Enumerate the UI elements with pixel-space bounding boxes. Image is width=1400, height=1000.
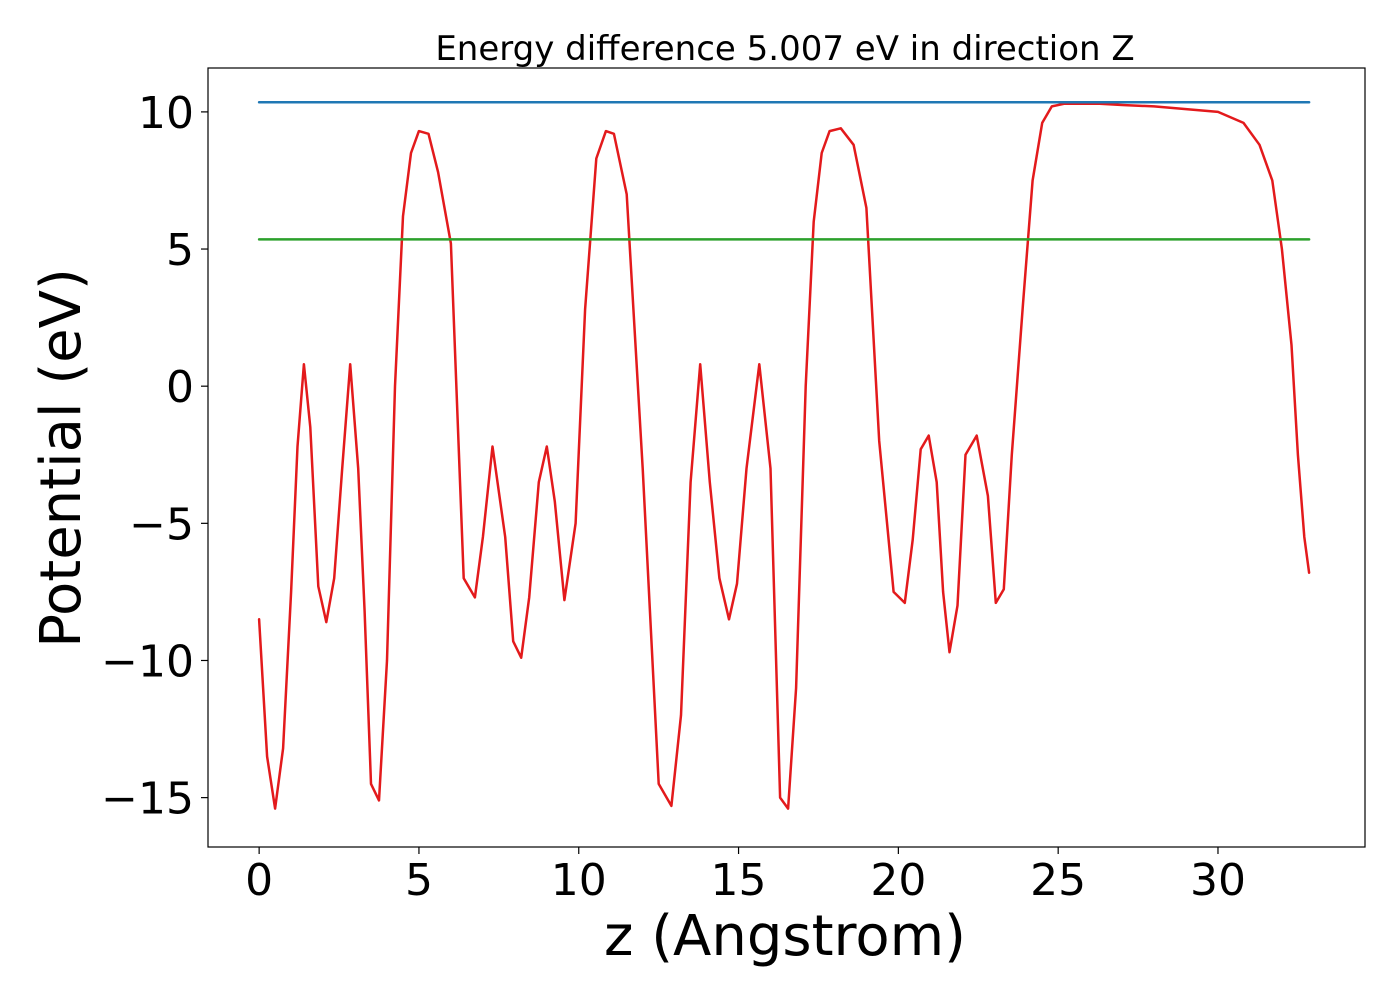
x-axis: 0 5 10 15 20 25 30 <box>245 847 1246 906</box>
series-layer <box>257 101 1311 810</box>
potential-line <box>257 102 1311 810</box>
x-tick-label: 10 <box>551 855 607 906</box>
x-tick-label: 30 <box>1190 855 1246 906</box>
y-tick-label: 5 <box>166 225 194 276</box>
y-tick-label: −5 <box>129 499 194 550</box>
y-tick-label: 0 <box>166 362 194 413</box>
x-tick-label: 25 <box>1030 855 1086 906</box>
y-tick-label: −15 <box>101 774 194 825</box>
x-tick-label: 15 <box>711 855 767 906</box>
x-tick-label: 5 <box>405 855 433 906</box>
x-axis-label: z (Angstrom) <box>604 904 966 969</box>
y-axis: −15 −10 −5 0 5 10 <box>101 88 208 825</box>
chart-title: Energy difference 5.007 eV in direction … <box>435 29 1134 69</box>
x-tick-label: 0 <box>245 855 273 906</box>
y-tick-label: −10 <box>101 636 194 687</box>
x-tick-label: 20 <box>870 855 926 906</box>
y-tick-label: 10 <box>138 88 194 139</box>
plot-area-frame <box>207 67 1366 848</box>
y-axis-label: Potential (eV) <box>29 268 94 648</box>
